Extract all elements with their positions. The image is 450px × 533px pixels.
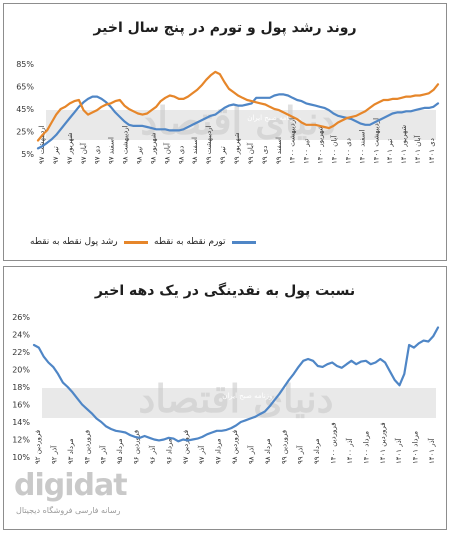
y-tick-label: 24% [12,331,30,340]
x-tick-label: آبان ۹۷ [79,142,88,164]
series-line-0 [32,326,440,443]
watermark-subtitle: روزنامه صبح ایران [222,392,276,400]
x-tick-label: آبان ۱۴۰۱ [413,135,422,164]
x-tick-label: آذر ۹۶ [148,445,157,464]
x-tick-label: اسفند ۹۷ [108,137,116,164]
watermark-text: دنیای اقتصاد [138,376,333,421]
x-tick-label: فروردین ۹۲ [34,430,42,464]
y-tick-label: 16% [12,401,30,410]
x-tick-label: اسفند ۱۴۰۰ [358,130,366,164]
x-tick-label: اردیبهشت ۹۷ [38,125,46,164]
x-tick-label: اردیبهشت ۹۹ [205,125,213,164]
x-tick-label: آذر ۹۴ [99,445,108,464]
y-tick-label: 14% [12,418,30,427]
x-tick-label: اسفند ۹۸ [191,137,199,164]
logo-wordmark: digidat [14,468,128,503]
x-tick-label: مرداد ۹۹ [313,438,321,464]
y-tick-label: 25% [16,128,34,137]
x-tick-label: مرداد ۹۵ [116,438,124,464]
x-tick-label: آذر ۹۲ [49,445,58,464]
series-line-1 [36,70,440,142]
y-tick-label: 5% [21,150,34,159]
x-tick-label: شهریور ۱۴۰۱ [400,125,408,164]
legend-item-inflation: تورم نقطه به نقطه [154,237,256,247]
logo-subtitle: رسانه فارسی فروشگاه دیجیتال [16,506,121,515]
x-tick-label: شهریور ۹۹ [233,132,241,164]
x-tick-label: تیر ۹۹ [219,146,227,164]
x-tick-label: شهریور ۱۴۰۰ [317,125,325,164]
x-tick-label: مرداد ۹۶ [165,438,173,464]
inflation-money-growth-chart: روند رشد پول و تورم در پنج سال اخیر دنیا… [3,3,447,261]
series-line-0 [36,93,440,150]
x-tick-label: شهریور ۹۸ [149,132,157,164]
x-tick-label: مرداد ۱۴۰۰ [362,431,370,464]
x-tick-label: فروردین ۹۴ [83,430,91,464]
x-tick-label: فروردین ۹۷ [182,430,190,464]
x-tick-label: آذر ۹۹ [296,445,305,464]
y-tick-label: 65% [16,83,34,92]
y-tick-label: 10% [12,453,30,462]
x-tick-label: اردیبهشت ۱۴۰۰ [289,118,297,164]
legend-swatch-orange [123,240,148,244]
x-tick-label: تیر ۱۴۰۱ [386,139,394,164]
x-tick-label: آذر ۱۴۰۱ [427,437,436,464]
x-tick-label: تیر ۹۷ [52,146,60,164]
y-tick-label: 26% [12,313,30,322]
x-tick-label: دی ۱۴۰۰ [344,138,352,164]
site-logo: digidat رسانه فارسی فروشگاه دیجیتال [10,466,160,528]
x-tick-label: تیر ۱۴۰۰ [303,139,311,164]
y-tick-label: 22% [12,348,30,357]
x-tick-label: آبان ۹۸ [162,142,171,164]
x-tick-label: مرداد ۹۷ [215,438,223,464]
watermark-band [42,388,436,418]
watermark-subtitle: روزنامه صبح ایران [247,114,301,122]
chart-title: نسبت پول به نقدینگی در یک دهه اخیر [94,283,356,299]
x-tick-label: اردیبهشت ۹۸ [122,125,130,164]
x-tick-label: آبان ۱۴۰۰ [330,135,339,164]
x-tick-label: مرداد ۱۴۰۱ [412,431,420,464]
x-tick-label: دی ۹۹ [261,146,269,164]
x-tick-label: مرداد ۹۸ [264,438,272,464]
x-tick-label: دی ۹۸ [177,146,185,164]
x-tick-label: مرداد ۹۳ [67,438,75,464]
legend-label: رشد پول نقطه به نقطه [30,237,118,247]
y-tick-label: 20% [12,366,30,375]
x-tick-label: آذر ۹۸ [246,445,255,464]
legend-label: تورم نقطه به نقطه [154,237,226,247]
chart-title: روند رشد پول و تورم در پنج سال اخیر [93,20,357,36]
x-tick-label: دی ۱۴۰۱ [428,138,436,164]
x-tick-label: اردیبهشت ۱۴۰۱ [372,118,380,164]
x-tick-label: آذر ۹۷ [197,445,206,464]
legend-swatch-blue [231,240,256,244]
x-tick-label: فروردین ۱۴۰۱ [379,422,387,464]
x-tick-label: اسفند ۹۹ [275,137,283,164]
x-tick-label: فروردین ۹۸ [231,430,239,464]
x-tick-label: آذر ۱۴۰۰ [345,437,354,464]
x-tick-label: آبان ۹۹ [246,142,255,164]
x-tick-label: دی ۹۷ [94,146,102,164]
y-tick-label: 18% [12,383,30,392]
y-tick-label: 45% [16,105,34,114]
money-to-liquidity-chart: نسبت پول به نقدینگی در یک دهه اخیر دنیای… [3,266,447,530]
x-tick-label: فروردین ۹۹ [280,430,288,464]
x-tick-label: تیر ۹۸ [136,146,144,164]
y-tick-label: 12% [12,436,30,445]
x-tick-label: شهریور ۹۷ [66,132,74,164]
y-tick-label: 85% [16,60,34,69]
x-tick-label: فروردین ۱۴۰۰ [330,422,338,464]
legend-item-money-growth: رشد پول نقطه به نقطه [30,237,148,247]
x-tick-label: فروردین ۹۶ [133,430,141,464]
x-tick-label: آذر ۱۴۰۱ [394,437,403,464]
